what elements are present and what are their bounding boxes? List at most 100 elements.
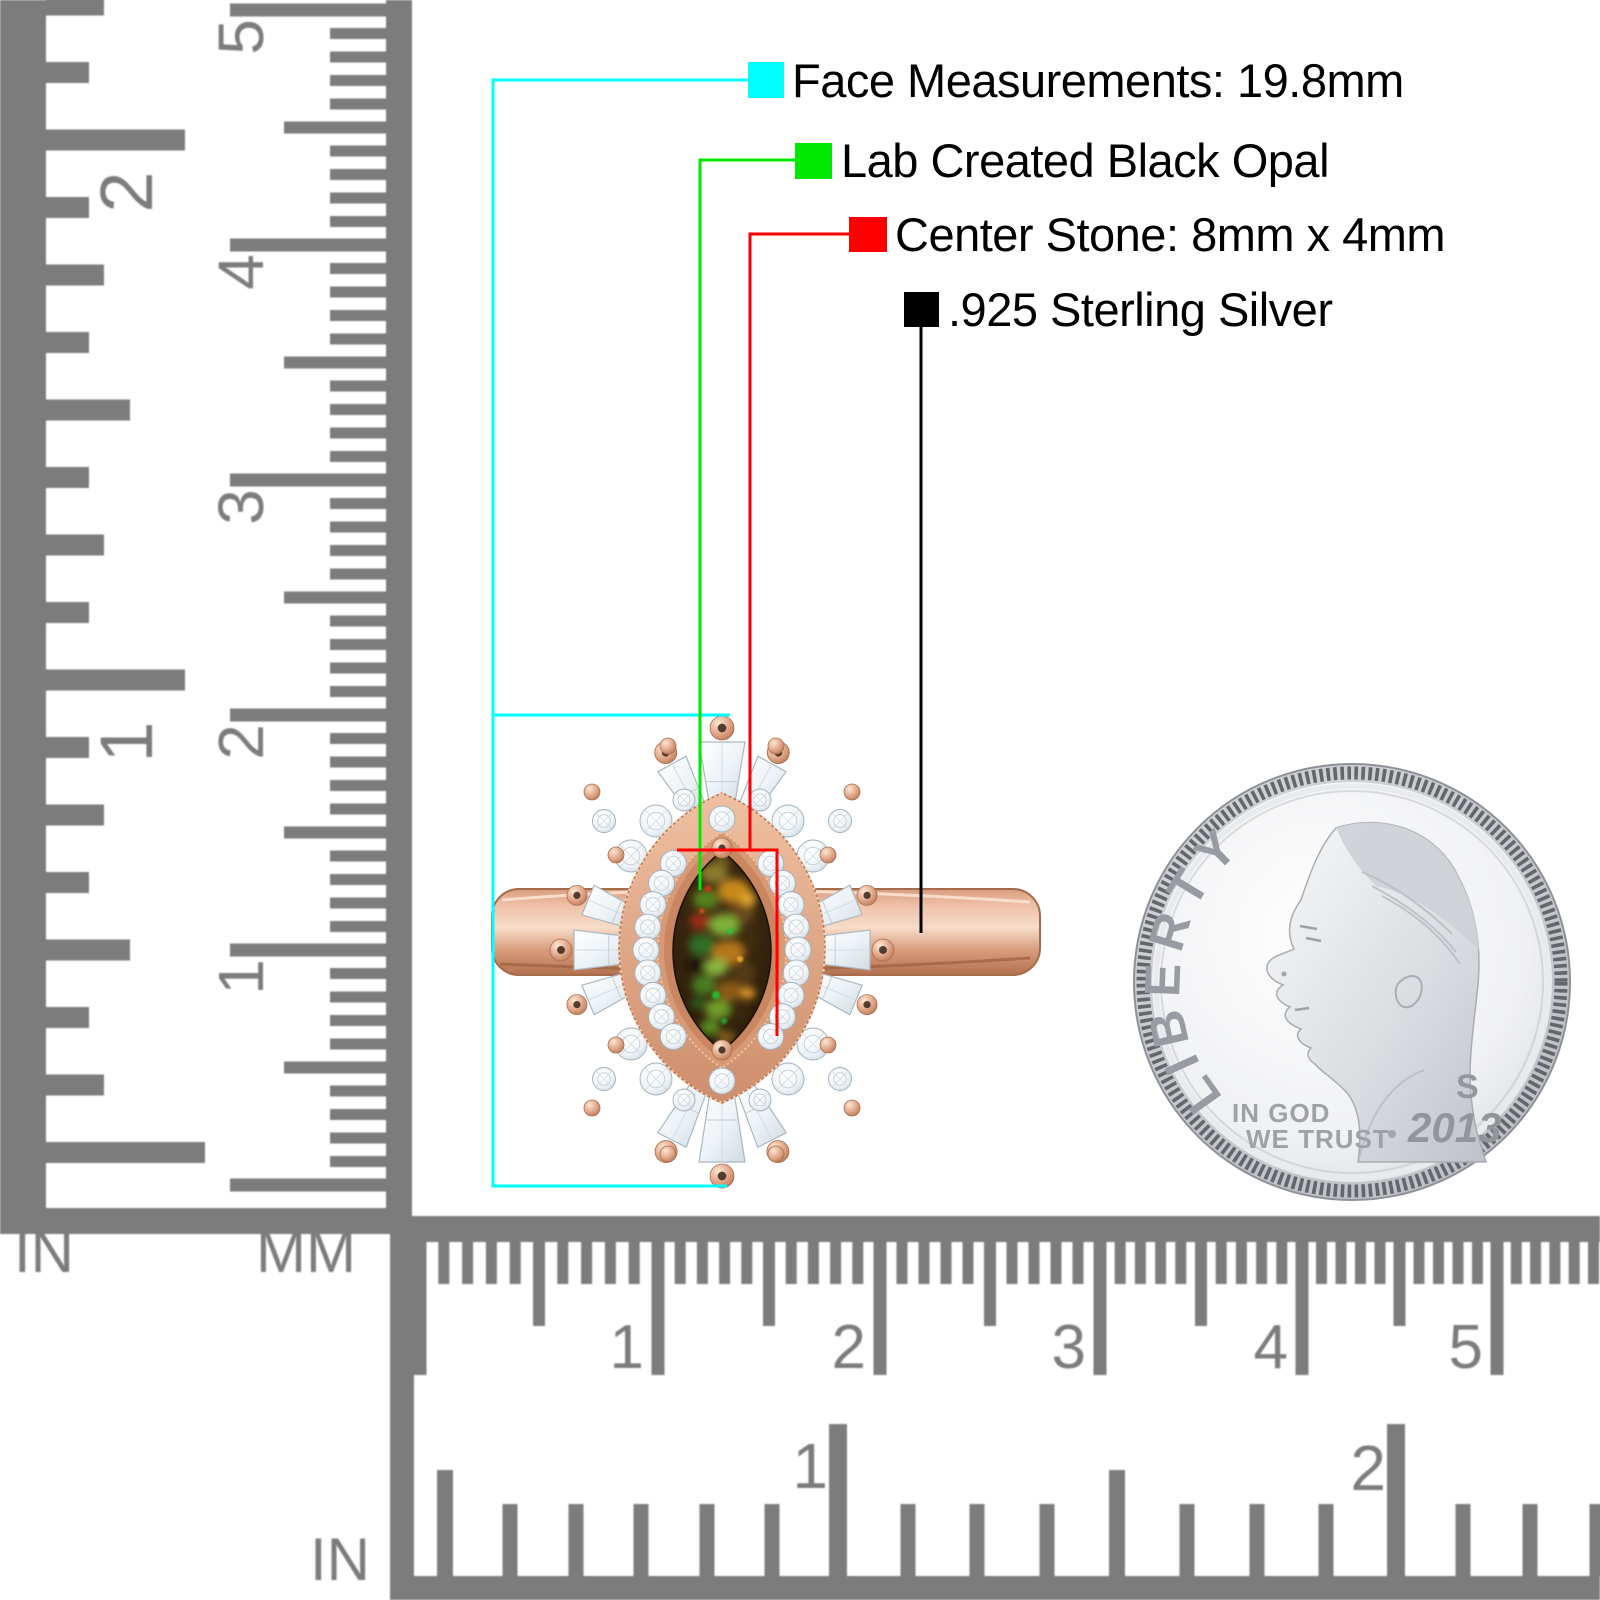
dime-coin: LIBERTY IN GOD WE TRUST S 2013 <box>1133 763 1571 1201</box>
ruler-tick <box>230 943 386 957</box>
cz-facet <box>753 793 767 807</box>
ruler-tick <box>1039 1504 1055 1576</box>
ruler-tick <box>330 874 386 885</box>
cz-facet <box>831 812 849 830</box>
ruler-tick <box>1316 1240 1327 1284</box>
gold-bead <box>583 1099 601 1117</box>
ruler-tick <box>330 803 386 815</box>
ruler-tick <box>1433 1240 1444 1284</box>
bead-dot <box>573 1001 581 1009</box>
ruler-number: 1 <box>610 1313 644 1382</box>
ruler-tick <box>509 1240 521 1284</box>
ruler-tick <box>1028 1240 1040 1284</box>
ruler-tick <box>330 498 386 509</box>
ruler-number: 4 <box>205 254 277 290</box>
gold-bead <box>843 783 861 801</box>
gold-bead <box>819 846 837 864</box>
ruler-tick <box>1114 1240 1126 1284</box>
cz-facet <box>618 843 644 869</box>
baguette-facet <box>821 900 833 924</box>
ruler-tick <box>330 991 386 1003</box>
ruler-tick <box>1109 1470 1125 1576</box>
ruler-tick <box>230 473 386 487</box>
bottom-horizontal-ruler: 1 2 3 4 51 2IN <box>310 1216 1600 1600</box>
ruler-tick <box>852 1240 864 1284</box>
ruler-tick <box>230 708 386 722</box>
ruler-tick <box>46 1074 104 1096</box>
cz-facet <box>642 985 664 1006</box>
gold-bead <box>659 737 677 755</box>
bead-dot <box>863 1001 871 1009</box>
ruler-tick <box>330 733 386 744</box>
bead-dot <box>863 891 871 899</box>
ruler-tick <box>940 1240 952 1284</box>
cz-facet <box>714 1073 730 1089</box>
ruler-tick <box>46 0 104 16</box>
ruler-tick <box>330 897 386 909</box>
ruler-tick <box>830 1240 842 1284</box>
coin-year: 2013 <box>1407 1104 1501 1151</box>
ruler-number: 2 <box>832 1313 866 1382</box>
gold-bead <box>767 1145 785 1163</box>
ruler-bar <box>0 0 46 1234</box>
ruler-tick <box>330 1085 386 1097</box>
ruler-number: IN <box>310 1526 370 1593</box>
ruler-tick <box>46 1007 89 1028</box>
cz-facet <box>831 1070 849 1088</box>
ruler-tick <box>1490 1240 1504 1375</box>
ruler-tick <box>330 192 386 204</box>
cz-facet <box>640 919 656 935</box>
ruler-tick <box>699 1504 715 1576</box>
gold-bead <box>607 1036 625 1054</box>
gold-bead <box>583 783 601 801</box>
ruler-bar <box>386 0 412 1234</box>
ruler-tick <box>1134 1240 1146 1284</box>
cz-facet <box>677 1093 691 1107</box>
ruler-tick <box>896 1240 908 1284</box>
ruler-tick <box>969 1504 985 1576</box>
cz-facet <box>780 985 802 1006</box>
cz-facet <box>751 1091 769 1109</box>
callout-center-stone: Center Stone: 8mm x 4mm <box>895 208 1446 261</box>
color-swatch-red <box>849 217 887 252</box>
cz-facet <box>711 1070 733 1092</box>
ruler-tick <box>674 1240 686 1284</box>
ruler-tick <box>604 1240 616 1284</box>
cz-facet <box>753 1093 767 1107</box>
cz-facet <box>800 843 826 869</box>
color-swatch-green <box>795 143 832 179</box>
ruler-tick <box>651 1240 665 1375</box>
cz-facet <box>595 1070 613 1088</box>
cz-facet <box>786 917 807 938</box>
ruler-tick <box>330 968 386 979</box>
ruler-tick <box>46 1142 205 1163</box>
ruler-tick <box>230 1178 386 1192</box>
ruler-tick <box>1374 1240 1386 1284</box>
left-vertical-rulers: 2 1 5 4 3 2 1 IN MM <box>0 0 412 1285</box>
ruler-tick <box>46 872 89 893</box>
cz-facet <box>787 939 809 961</box>
ruler-bar <box>390 1576 1600 1600</box>
ruler-tick <box>628 1240 640 1284</box>
coin-designer-initials <box>1388 1130 1396 1138</box>
ruler-number: 5 <box>205 19 277 55</box>
ruler-tick <box>330 1156 386 1167</box>
ruler-tick <box>1093 1240 1107 1375</box>
ruler-tick <box>1549 1240 1561 1284</box>
ruler-tick <box>330 216 386 227</box>
ruler-tick <box>1256 1240 1268 1284</box>
ruler-number: 3 <box>1052 1313 1086 1382</box>
ruler-tick <box>413 1240 427 1375</box>
gold-bead <box>607 846 625 864</box>
ruler-tick <box>1452 1240 1464 1284</box>
cz-facet <box>640 965 656 981</box>
gold-bead <box>843 1099 861 1117</box>
baguette-facet <box>611 976 623 1000</box>
ruler-tick <box>330 263 386 274</box>
cz-facet <box>637 917 658 938</box>
ruler-bar <box>390 1216 414 1600</box>
ruler-tick <box>330 686 386 697</box>
ruler-tick <box>568 1504 584 1576</box>
cz-facet <box>653 875 670 891</box>
ruler-tick <box>829 1424 847 1576</box>
